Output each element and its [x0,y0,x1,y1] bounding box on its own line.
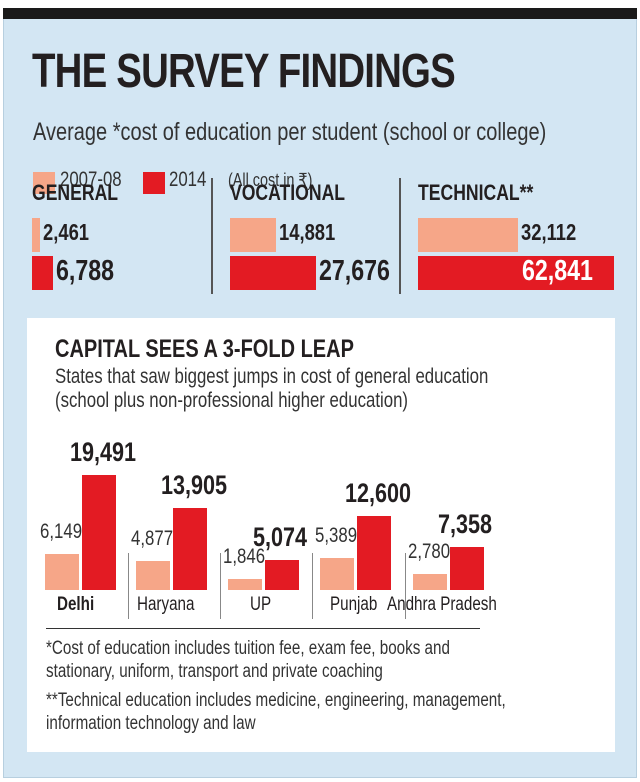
legend-label-2007-08: 2007-08 [60,168,122,191]
footnote-technical: **Technical education includes medicine,… [46,690,506,734]
value-2014: 13,905 [161,469,228,500]
value-2007-08: 6,149 [40,519,83,543]
bar-2014 [418,256,614,290]
value-2007-08: 1,846 [223,545,266,569]
section-divider [399,178,401,294]
bar-2007-08 [320,558,354,590]
value-2014: 7,358 [438,508,493,539]
states-title: CAPITAL SEES A 3-FOLD LEAP [55,335,354,363]
value-2014: 12,600 [345,477,412,508]
footnote-cost: *Cost of education includes tuition fee,… [46,638,450,682]
state-label: UP [250,594,272,615]
value-2014: 19,491 [70,437,137,467]
value-2014: 27,676 [319,255,391,287]
value-2007-08: 5,389 [315,524,358,548]
section-heading-1: VOCATIONAL [230,180,346,205]
bar-2014 [32,256,54,290]
bar-2014 [357,515,391,590]
states-panel [27,318,615,752]
state-divider [220,553,221,619]
state-label: Delhi [57,594,95,615]
bar-2014 [450,546,484,590]
value-2014: 6,788 [56,255,115,287]
bar-2007-08 [32,218,40,252]
bar-2007-08 [230,218,277,252]
value-2007-08: 32,112 [521,219,577,245]
section-heading-0: GENERAL [32,180,119,205]
value-2007-08: 14,881 [279,219,336,245]
legend-swatch-2014 [143,172,165,194]
bar-2007-08 [418,218,519,252]
section-divider [211,178,213,294]
bar-2007-08 [136,561,170,590]
value-2007-08: 2,461 [42,219,89,245]
bar-2007-08 [45,553,79,590]
state-label: Andhra Pradesh [387,594,497,615]
bar-2014 [82,475,116,590]
state-divider [312,553,313,619]
top-rule [3,8,637,19]
bar-2014 [265,560,299,590]
bar-2014 [230,256,317,290]
value-2014: 62,841 [522,255,593,287]
value-2007-08: 2,780 [408,539,451,563]
legend-label-2014: 2014 [169,168,207,191]
states-subtitle: States that saw biggest jumps in cost of… [55,365,597,413]
main-title: THE SURVEY FINDINGS [32,45,456,98]
value-2014: 5,074 [253,522,308,553]
legend-swatch-2007-08 [33,172,55,194]
value-2007-08: 4,877 [131,527,174,551]
bar-2007-08 [413,573,447,590]
state-divider [405,553,406,619]
main-subtitle: Average *cost of education per student (… [33,118,547,146]
legend-note: (All cost in ₹) [228,170,313,190]
section-heading-2: TECHNICAL** [418,180,534,205]
state-divider [128,553,129,619]
bar-2007-08 [228,579,262,590]
states-subtitle-line: (school plus non-professional higher edu… [55,389,409,412]
state-label: Punjab [330,594,378,615]
footnote-rule [46,628,480,629]
states-subtitle-line: States that saw biggest jumps in cost of… [55,365,489,388]
bar-2014 [173,507,207,590]
state-label: Haryana [137,594,195,615]
